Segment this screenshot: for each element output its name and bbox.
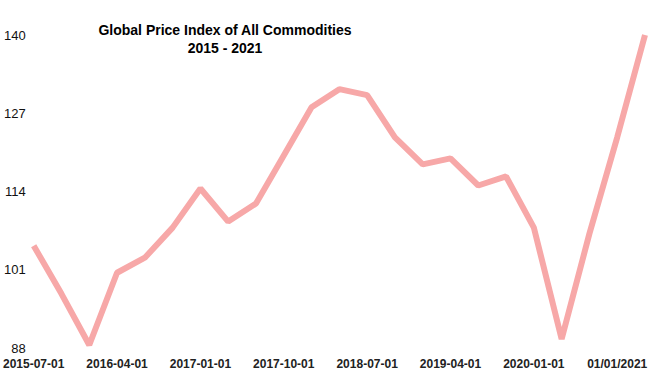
svg-text:2015 - 2021: 2015 - 2021 bbox=[188, 40, 263, 56]
svg-text:2019-04-01: 2019-04-01 bbox=[420, 357, 482, 371]
svg-text:2015-07-01: 2015-07-01 bbox=[3, 357, 65, 371]
svg-text:2017-01-01: 2017-01-01 bbox=[170, 357, 232, 371]
svg-text:140: 140 bbox=[4, 28, 26, 43]
svg-text:88: 88 bbox=[11, 341, 25, 356]
svg-text:2018-07-01: 2018-07-01 bbox=[336, 357, 398, 371]
svg-text:101: 101 bbox=[4, 262, 26, 277]
svg-text:Global Price Index of All Comm: Global Price Index of All Commodities bbox=[98, 22, 351, 38]
svg-text:114: 114 bbox=[5, 184, 26, 199]
svg-text:127: 127 bbox=[4, 106, 26, 121]
svg-text:01/01/2021: 01/01/2021 bbox=[587, 357, 647, 371]
svg-text:2017-10-01: 2017-10-01 bbox=[253, 357, 315, 371]
svg-text:2016-04-01: 2016-04-01 bbox=[86, 357, 148, 371]
svg-text:2020-01-01: 2020-01-01 bbox=[503, 357, 565, 371]
